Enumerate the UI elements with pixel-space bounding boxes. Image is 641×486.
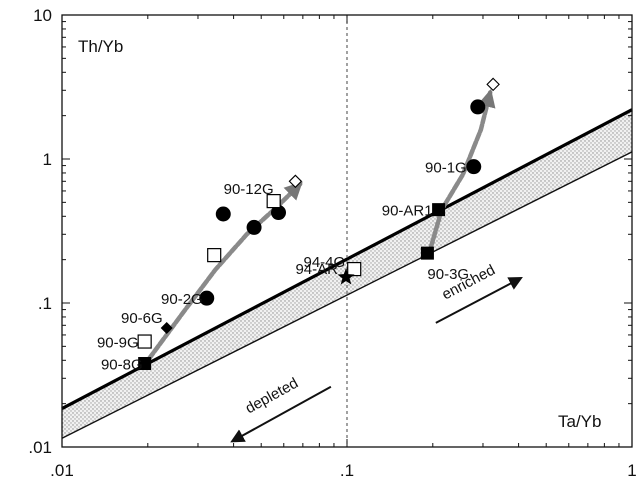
depleted-arrow <box>230 385 332 443</box>
point-diamond-open <box>288 174 303 189</box>
point-label: 90-8G <box>101 357 143 374</box>
point-label: 90-1G <box>425 160 467 177</box>
y-tick-label: 1 <box>43 150 52 169</box>
enriched-arrow <box>435 277 523 324</box>
x-tick-label: .1 <box>340 461 354 480</box>
point-square-open <box>266 194 281 209</box>
point-label: 90-6G <box>121 310 163 327</box>
point-square-filled <box>432 203 446 217</box>
axis-ticks: .01 .1 1 .01 .1 1 10 <box>28 6 636 480</box>
point-label: 94-4G <box>304 254 346 271</box>
x-tick-label: 1 <box>627 461 636 480</box>
point-circle-filled <box>215 206 231 222</box>
mantle-array-upper-line <box>61 108 633 410</box>
point-label: 94-AR <box>295 261 338 278</box>
point-circle-filled <box>199 290 215 306</box>
point-diamond-filled <box>160 322 173 335</box>
point-label: 90-2G <box>161 291 203 308</box>
point-label: 90-12G <box>224 181 274 198</box>
point-star-filled <box>337 268 355 285</box>
point-label: 90-3G <box>427 266 469 283</box>
trend-lines <box>146 88 496 362</box>
point-label: 90-9G <box>97 335 139 352</box>
x-tick-label: .01 <box>50 461 74 480</box>
point-circle-filled <box>466 159 482 175</box>
point-circle-filled <box>470 99 486 115</box>
point-circle-filled <box>246 219 262 235</box>
point-label: 90-AR1 <box>382 203 433 220</box>
depleted-label: depleted <box>243 375 302 418</box>
y-tick-label: 10 <box>33 6 52 25</box>
trend-line-2 <box>428 88 496 250</box>
point-circle-filled <box>271 205 287 221</box>
data-points <box>137 77 500 371</box>
point-square-filled <box>420 246 434 260</box>
point-square-filled <box>138 357 152 371</box>
y-axis-title: Th/Yb <box>78 37 123 56</box>
y-tick-label: .1 <box>38 294 52 313</box>
point-square-open <box>347 261 362 277</box>
point-square-open <box>137 334 152 349</box>
y-tick-label: .01 <box>28 438 52 457</box>
point-square-open <box>207 248 222 263</box>
mantle-array-lower-line <box>61 151 633 439</box>
point-diamond-open <box>486 77 500 92</box>
x-axis-title: Ta/Yb <box>558 412 601 431</box>
